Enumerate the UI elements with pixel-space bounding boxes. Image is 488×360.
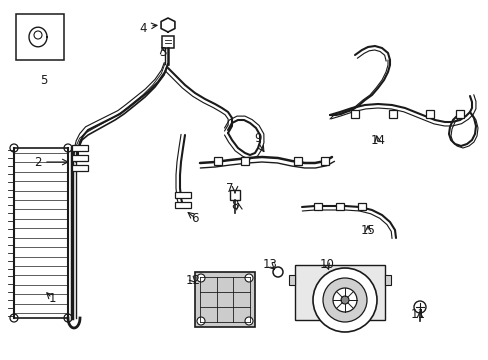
Text: 13: 13	[262, 258, 277, 271]
Bar	[214, 157, 222, 165]
Bar	[350, 110, 358, 118]
Text: 7: 7	[226, 181, 233, 194]
Bar	[425, 110, 433, 118]
Text: 12: 12	[185, 274, 200, 287]
Text: 11: 11	[409, 309, 425, 321]
Bar	[388, 110, 396, 118]
Text: 3: 3	[159, 45, 166, 59]
Text: 15: 15	[360, 224, 375, 237]
Bar	[384, 275, 390, 285]
Circle shape	[332, 288, 356, 312]
Bar	[162, 36, 174, 48]
Bar	[293, 157, 302, 165]
Bar	[320, 157, 328, 165]
Bar	[241, 157, 248, 165]
Bar	[72, 145, 88, 151]
Bar	[335, 203, 343, 210]
Bar	[455, 110, 463, 118]
Bar	[175, 202, 191, 208]
Circle shape	[323, 278, 366, 322]
Text: 4: 4	[139, 22, 146, 35]
Bar	[357, 203, 365, 210]
Text: 8: 8	[231, 198, 238, 212]
Circle shape	[312, 268, 376, 332]
Text: 2: 2	[34, 156, 41, 168]
Bar	[175, 192, 191, 198]
Bar	[16, 14, 64, 60]
Circle shape	[197, 317, 204, 325]
Text: 9: 9	[254, 131, 261, 144]
Circle shape	[197, 274, 204, 282]
Bar	[294, 265, 384, 320]
Text: 14: 14	[370, 134, 385, 147]
Text: 5: 5	[40, 73, 48, 86]
Circle shape	[244, 317, 252, 325]
Bar	[195, 272, 254, 327]
Bar	[72, 155, 88, 161]
Text: 6: 6	[191, 212, 198, 225]
Text: 10: 10	[319, 258, 334, 271]
Text: 1: 1	[48, 292, 56, 305]
Bar	[288, 275, 294, 285]
Bar	[72, 165, 88, 171]
Bar	[229, 190, 240, 200]
Bar	[313, 203, 321, 210]
Circle shape	[244, 274, 252, 282]
Circle shape	[340, 296, 348, 304]
